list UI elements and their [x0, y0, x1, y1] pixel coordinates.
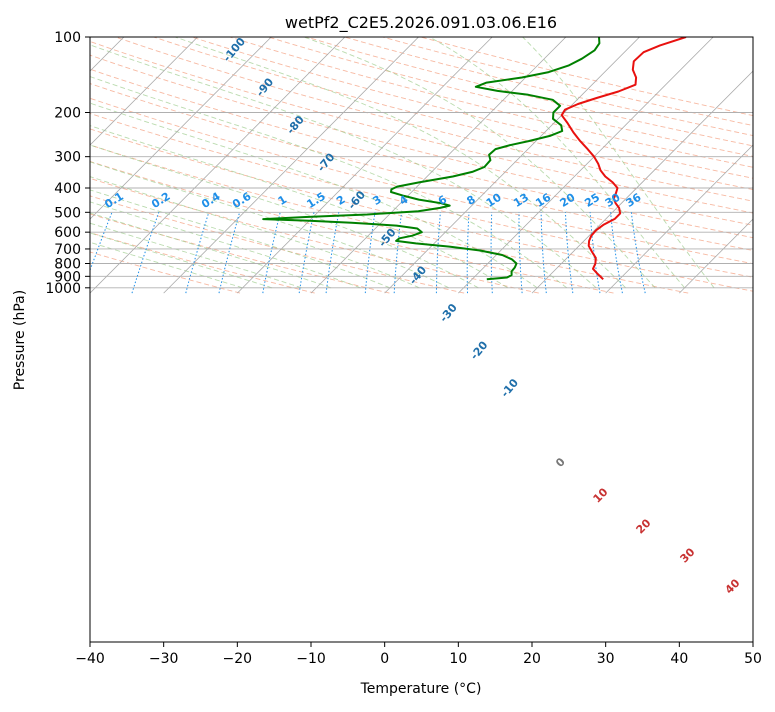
x-tick-label: 40: [670, 651, 688, 667]
x-tick-label: 20: [523, 651, 541, 667]
x-tick-label: −30: [149, 651, 179, 667]
x-tick-label: −10: [296, 651, 326, 667]
y-tick-label: 500: [54, 205, 81, 221]
y-tick-label: 1000: [45, 281, 81, 297]
x-tick-label: −40: [75, 651, 105, 667]
y-tick-label: 400: [54, 181, 81, 197]
x-tick-label: 10: [449, 651, 467, 667]
x-tick-label: 0: [380, 651, 389, 667]
x-axis-label: Temperature (°C): [360, 681, 482, 697]
y-tick-label: 200: [54, 106, 81, 122]
x-tick-label: 50: [744, 651, 762, 667]
y-tick-label: 100: [54, 30, 81, 46]
y-tick-label: 600: [54, 225, 81, 241]
y-axis-label: Pressure (hPa): [12, 290, 28, 390]
x-tick-label: 30: [597, 651, 615, 667]
x-tick-label: −20: [223, 651, 253, 667]
chart-title: wetPf2_C2E5.2026.091.03.06.E16: [285, 13, 557, 33]
y-tick-label: 300: [54, 150, 81, 166]
